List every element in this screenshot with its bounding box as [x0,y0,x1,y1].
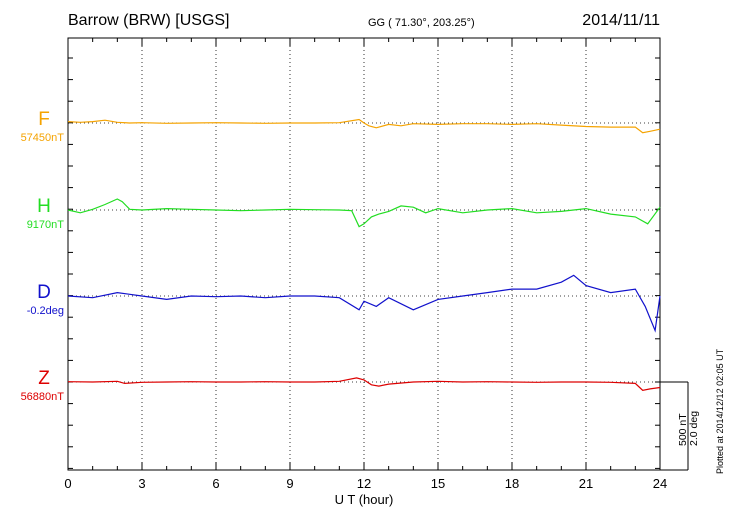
x-tick-label-6: 6 [212,476,219,491]
series-line-Z [67,377,661,391]
series-line-F [67,118,661,134]
x-axis-label: U T (hour) [335,492,394,507]
x-tick-label-21: 21 [579,476,593,491]
series-line-D [67,274,661,333]
x-tick-label-18: 18 [505,476,519,491]
series-baseline-F: 57450nT [21,132,65,144]
series-line-H [67,198,661,228]
x-tick-label-24: 24 [653,476,667,491]
x-tick-label-0: 0 [64,476,71,491]
x-tick-label-9: 9 [286,476,293,491]
series-baseline-H: 9170nT [27,219,65,231]
scale-deg-label: 2.0 deg [688,410,700,446]
series-name-D: D [37,282,51,303]
coordinates-label: GG ( 71.30°, 203.25°) [368,17,475,29]
scale-bar-label: 500 nT 2.0 deg [677,410,700,446]
plotted-timestamp: Plotted at 2014/12/12 02:05 UT [715,348,725,474]
x-tick-label-15: 15 [431,476,445,491]
series-name-Z: Z [38,368,50,389]
x-tick-label-3: 3 [138,476,145,491]
series-name-F: F [38,109,50,130]
series-name-H: H [37,196,51,217]
series-baseline-Z: 56880nT [21,391,65,403]
x-tick-label-12: 12 [357,476,371,491]
station-title: Barrow (BRW) [USGS] [68,12,230,29]
date-label: 2014/11/11 [582,12,660,29]
series-baseline-D: -0.2deg [27,305,64,317]
